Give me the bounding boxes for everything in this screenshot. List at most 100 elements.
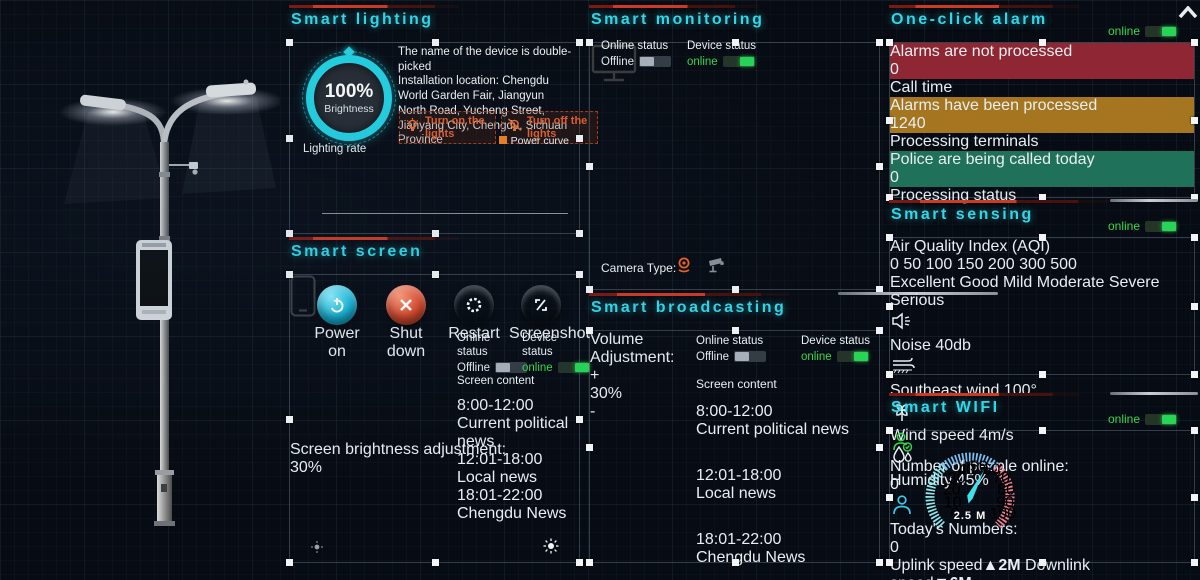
schedule-program[interactable]: Chengdu News [457,504,567,522]
resize-handle[interactable] [1191,303,1198,310]
resize-handle[interactable] [431,39,439,46]
resize-handle[interactable] [586,559,593,566]
dome-camera-icon[interactable] [675,256,693,274]
resize-handle[interactable] [876,327,883,334]
volume-plus-button[interactable]: + [590,367,600,384]
online-toggle[interactable] [734,351,767,363]
resize-handle[interactable] [286,271,293,278]
alarm-cards: Alarms are not processed 0 Call time Ala… [890,43,1194,205]
device-toggle[interactable] [722,56,755,68]
wind-direction-icon [893,357,915,374]
sun-dim-icon[interactable] [310,540,324,554]
resize-handle[interactable] [1039,234,1046,241]
resize-handle[interactable] [286,39,293,46]
resize-handle[interactable] [1191,117,1198,124]
resize-handle[interactable] [1191,371,1198,378]
online-toggle[interactable] [1145,26,1178,38]
online-toggle[interactable] [639,56,672,68]
restart-button[interactable] [454,285,494,325]
volume-minus-button[interactable]: - [590,403,596,420]
schedule-time: 12:01-18:00 [457,450,543,468]
resize-handle[interactable] [731,286,739,293]
resize-handle[interactable] [286,135,293,142]
resize-handle[interactable] [886,559,893,566]
aqi-level: Serious [890,292,945,309]
online-toggle[interactable] [1145,414,1178,426]
resize-handle[interactable] [586,163,593,170]
resize-handle[interactable] [431,271,439,278]
device-toggle[interactable] [836,351,869,363]
schedule-program[interactable]: Current political news [457,414,569,450]
resize-handle[interactable] [1191,559,1198,566]
panel-accent-gray [1110,199,1198,202]
resize-handle[interactable] [886,234,893,241]
resize-handle[interactable] [576,559,583,566]
aqi-tick: 50 [903,256,922,273]
resize-handle[interactable] [576,415,583,423]
resize-handle[interactable] [1191,427,1198,434]
online-toggle[interactable] [495,362,528,374]
wind-speed-sensor: Wind speed 4m/s [890,400,1194,445]
resize-handle[interactable] [886,427,893,434]
screenshot-button[interactable] [521,285,561,325]
resize-handle[interactable] [286,415,293,423]
schedule-time: 12:01-18:00 [696,467,782,484]
resize-handle[interactable] [1191,493,1198,501]
resize-handle[interactable] [886,493,893,501]
power-on-button[interactable] [317,285,357,325]
resize-handle[interactable] [876,443,883,451]
turn-on-lights-button[interactable]: Turn on the lights [399,111,496,145]
resize-handle[interactable] [586,443,593,451]
resize-handle[interactable] [731,39,739,46]
people-online-label: Number of people online: [890,458,1069,475]
volume-adjustment-label: Volume Adjustment: [590,331,675,366]
power-curve-legend: Power curve [498,135,569,147]
resize-handle[interactable] [886,117,893,124]
resize-handle[interactable] [1191,39,1198,46]
resize-handle[interactable] [576,271,583,278]
resize-handle[interactable] [1191,234,1198,241]
schedule-program[interactable]: Chengdu News [696,549,806,566]
device-toggle[interactable] [557,362,590,374]
power-curve-swatch [498,136,507,144]
resize-handle[interactable] [586,39,593,46]
resize-handle[interactable] [286,559,293,566]
resize-handle[interactable] [586,286,593,293]
resize-handle[interactable] [731,559,739,566]
resize-handle[interactable] [876,163,883,170]
resize-handle[interactable] [1039,194,1046,201]
shut-down-button[interactable] [386,285,426,325]
resize-handle[interactable] [431,559,439,566]
stat-caption: Call time [890,79,953,96]
resize-handle[interactable] [286,230,293,237]
resize-handle[interactable] [576,39,583,46]
device-info: The name of the device is double-picked … [398,45,574,148]
sun-bright-icon[interactable] [543,538,559,554]
camera-feed-view [590,43,862,210]
resize-handle[interactable] [1039,39,1046,46]
aqi-tick: 0 [890,256,899,273]
schedule-program[interactable]: Local news [696,485,777,502]
schedule-program[interactable]: Local news [457,468,538,486]
resize-handle[interactable] [886,303,893,310]
schedule-program[interactable]: Current political news [696,421,849,438]
resize-handle[interactable] [886,371,893,378]
resize-handle[interactable] [1039,559,1046,566]
resize-handle[interactable] [1191,194,1198,201]
resize-handle[interactable] [576,135,583,142]
resize-handle[interactable] [431,230,439,237]
noise-sensor: Noise 40db [890,310,1194,355]
resize-handle[interactable] [886,194,893,201]
resize-handle[interactable] [876,286,883,293]
resize-handle[interactable] [731,327,739,334]
online-status-value: Offline [457,361,491,374]
resize-handle[interactable] [1039,371,1046,378]
resize-handle[interactable] [586,327,593,334]
resize-handle[interactable] [1039,427,1046,434]
online-toggle[interactable] [1145,221,1178,233]
resize-handle[interactable] [876,559,883,566]
resize-handle[interactable] [576,230,583,237]
cctv-camera-icon[interactable] [707,256,727,274]
resize-handle[interactable] [886,39,893,46]
resize-handle[interactable] [876,39,883,46]
